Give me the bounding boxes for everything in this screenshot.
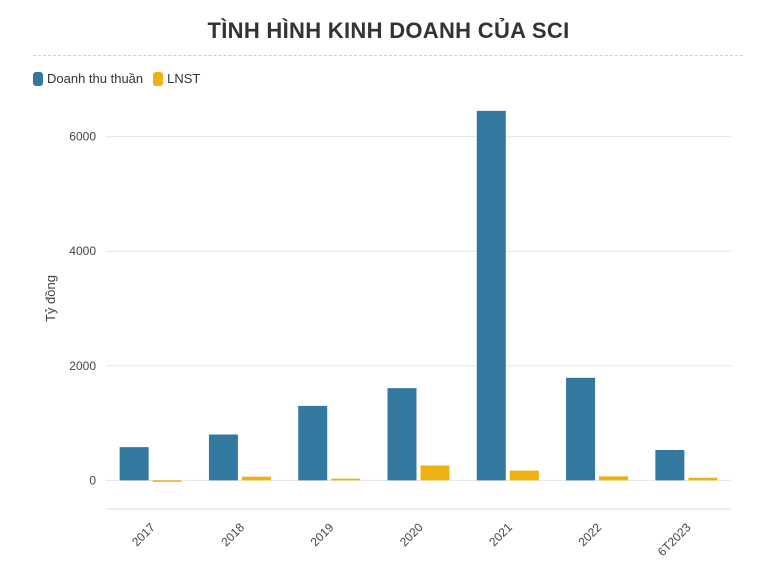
x-tick-label: 2017	[129, 520, 158, 549]
bar-profit-2022[interactable]	[599, 476, 629, 481]
legend-swatch-revenue	[33, 71, 43, 86]
legend-label-profit: LNST	[167, 71, 201, 86]
bar-profit-2021[interactable]	[509, 470, 539, 481]
bar-profit-2020[interactable]	[420, 465, 450, 481]
x-tick-label: 6T2023	[655, 520, 694, 559]
bar-revenue-2020[interactable]	[387, 388, 417, 481]
legend-item-profit[interactable]: LNST	[153, 71, 200, 86]
y-tick-label: 4000	[69, 244, 96, 258]
x-tick-label: 2019	[308, 520, 337, 549]
legend: Doanh thu thuần LNST	[33, 71, 200, 86]
title-divider	[33, 55, 743, 56]
chart-title: TÌNH HÌNH KINH DOANH CỦA SCI	[207, 18, 570, 43]
x-axis-ticks: 2017 2018 2019 2020 2021 2022 6T2023	[129, 520, 694, 559]
bar-revenue-2021[interactable]	[476, 110, 506, 481]
y-tick-label: 2000	[69, 359, 96, 373]
bar-revenue-2017[interactable]	[119, 447, 149, 481]
bar-profit-2017[interactable]	[152, 480, 182, 482]
y-axis-ticks: 0 2000 4000 6000	[69, 130, 96, 488]
x-tick-label: 2022	[576, 520, 605, 549]
bar-revenue-2019[interactable]	[298, 405, 328, 481]
y-tick-label: 0	[89, 473, 96, 487]
legend-label-revenue: Doanh thu thuần	[47, 71, 144, 86]
x-tick-label: 2018	[218, 520, 247, 549]
gridlines	[106, 136, 731, 510]
x-tick-label: 2021	[486, 520, 515, 549]
bar-profit-2018[interactable]	[241, 476, 271, 481]
legend-swatch-profit	[153, 71, 164, 86]
x-tick-label: 2020	[397, 520, 426, 549]
bar-profit-6T2023[interactable]	[688, 477, 718, 481]
legend-item-revenue[interactable]: Doanh thu thuần	[33, 71, 143, 86]
bars	[119, 110, 718, 482]
bar-revenue-6T2023[interactable]	[655, 449, 685, 481]
y-tick-label: 6000	[69, 130, 96, 144]
y-axis-label: Tỷ đồng	[43, 275, 58, 322]
bar-profit-2019[interactable]	[331, 478, 361, 481]
bar-revenue-2022[interactable]	[566, 377, 596, 481]
bar-revenue-2018[interactable]	[208, 434, 238, 481]
